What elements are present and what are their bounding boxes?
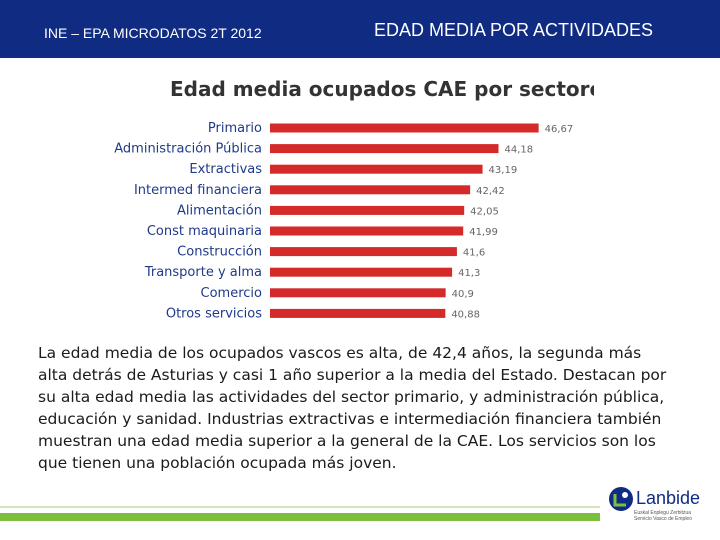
footer-line	[0, 506, 600, 508]
bar	[270, 267, 453, 277]
bar	[270, 308, 446, 318]
value-label: 42,05	[470, 206, 499, 217]
lanbide-logo-icon	[609, 487, 633, 511]
logo-text: Lanbide	[636, 488, 701, 508]
category-label: Const maquinaria	[147, 224, 262, 239]
bar	[270, 226, 464, 236]
footer-band	[0, 513, 600, 521]
category-label: Primario	[208, 121, 262, 136]
category-label: Construcción	[177, 245, 262, 260]
bar-chart: Edad media ocupados CAE por sectores Pri…	[106, 66, 594, 332]
bar	[270, 123, 539, 133]
value-label: 44,18	[505, 145, 534, 156]
lanbide-logo: Lanbide Euskal Enplegu Zerbitzua Servici…	[606, 484, 714, 536]
value-label: 40,88	[451, 309, 480, 320]
bar	[270, 185, 471, 195]
value-label: 42,42	[476, 186, 505, 197]
chart-title: Edad media ocupados CAE por sectores	[170, 77, 594, 101]
category-label: Extractivas	[189, 162, 262, 177]
header-bar: INE – EPA MICRODATOS 2T 2012 EDAD MEDIA …	[0, 0, 720, 58]
bar	[270, 247, 457, 257]
value-label: 46,67	[545, 124, 574, 135]
header-title: EDAD MEDIA POR ACTIVIDADES	[374, 20, 654, 40]
category-label: Administración Pública	[114, 142, 262, 157]
category-label: Intermed financiera	[134, 183, 262, 198]
bar	[270, 164, 483, 174]
chart-svg: Edad media ocupados CAE por sectores Pri…	[114, 77, 594, 321]
body-paragraph: La edad media de los ocupados vascos es …	[38, 344, 667, 472]
value-label: 41,3	[458, 268, 480, 279]
value-label: 40,9	[452, 289, 474, 300]
value-label: 43,19	[489, 165, 518, 176]
category-label: Comercio	[201, 286, 263, 301]
category-label: Alimentación	[177, 203, 262, 218]
logo-subtext: Euskal Enplegu Zerbitzua Servicio Vasco …	[634, 510, 692, 522]
category-label: Otros servicios	[166, 306, 262, 321]
bar	[270, 288, 446, 298]
header-source-text: INE – EPA MICRODATOS 2T 2012	[44, 25, 262, 41]
category-label: Transporte y alma	[144, 265, 262, 280]
value-label: 41,99	[469, 227, 498, 238]
value-label: 41,6	[463, 248, 485, 259]
bar	[270, 205, 465, 215]
bar	[270, 144, 499, 154]
